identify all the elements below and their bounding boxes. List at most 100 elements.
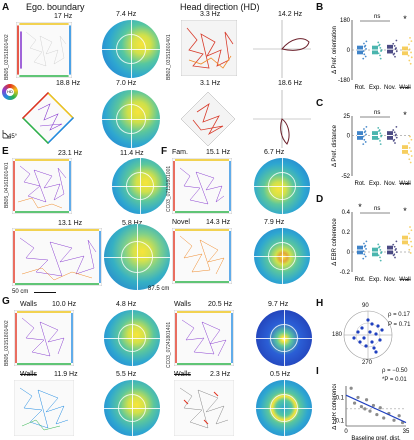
- y-tick-label: -0.2: [340, 270, 351, 276]
- data-point: [410, 51, 412, 54]
- g-right-row2-label: Walls: [174, 371, 191, 378]
- y-tick-label: 180: [340, 18, 351, 24]
- category-label: Exp.: [369, 85, 381, 91]
- y-tick-label: 0: [347, 133, 351, 139]
- panel-letter-h: H: [316, 298, 324, 309]
- h-stat-p: P = 0.71: [388, 322, 411, 328]
- a-row1-rate-hz: 7.4 Hz: [116, 11, 137, 18]
- panel-letter-f: F: [161, 146, 168, 157]
- i-stat-rho: ρ = −0.50: [382, 368, 408, 374]
- a-row1-trace-hz: 17 Hz: [54, 13, 73, 20]
- panel-letter-e: E: [2, 146, 9, 157]
- category-label: Wall: [399, 277, 410, 283]
- f-row1-rate-hz: 6.7 Hz: [264, 149, 285, 156]
- data-point: [395, 136, 398, 139]
- data-point: [410, 138, 413, 141]
- panel-letter-d: D: [316, 194, 324, 205]
- a-row1-trajectory-plot: [16, 22, 72, 78]
- data-point: [410, 155, 413, 157]
- data-point: [378, 246, 380, 249]
- panel-c-boxplot: Rot. Exp. Nov. Wall 25 0 -52 ns * Δ Pref. distanc…: [332, 110, 413, 187]
- data-point: [409, 135, 411, 138]
- g-left-row2-egocentric-ratemap: [104, 380, 160, 436]
- data-point: [394, 256, 396, 259]
- panel-letter-a: A: [2, 2, 10, 13]
- data-point: [410, 40, 413, 43]
- y-tick-label: 0.2: [342, 230, 351, 236]
- data-point: [362, 250, 365, 252]
- g-right-row2-egocentric-ratemap: [256, 380, 312, 436]
- g-left-row2-trace-hz: 11.9 Hz: [54, 371, 78, 378]
- data-point: [382, 416, 386, 420]
- box-wall: [402, 135, 413, 164]
- f-row1-egocentric-ratemap: [254, 158, 310, 214]
- data-point: [395, 240, 398, 243]
- a-row2-egocentric-ratemap: [102, 90, 160, 148]
- box-exp: [372, 127, 383, 146]
- box-nov: [387, 240, 398, 259]
- data-point: [379, 46, 382, 49]
- data-point: [352, 401, 357, 405]
- category-label: Exp.: [369, 277, 381, 283]
- g-right-row1-label: Walls: [174, 301, 191, 308]
- data-point: [407, 153, 410, 156]
- box-wall: [402, 226, 413, 254]
- data-point: [363, 138, 366, 141]
- f-row2-egocentric-ratemap: [254, 228, 310, 284]
- e-row1-trace-hz: 23.1 Hz: [58, 150, 83, 157]
- data-point: [410, 150, 412, 153]
- e-row2-egocentric-ratemap: [104, 224, 170, 290]
- data-point: [408, 59, 411, 62]
- data-point: [392, 129, 395, 131]
- data-point: [407, 54, 410, 57]
- data-point: [380, 135, 382, 138]
- data-point: [363, 245, 366, 248]
- data-point: [379, 54, 381, 57]
- category-label: Rot.: [354, 85, 365, 91]
- data-point: [392, 243, 395, 246]
- data-point: [363, 53, 366, 56]
- scale-bar-label: 50 cm: [12, 289, 29, 295]
- g-left-row2-trajectory-plot: [14, 380, 74, 436]
- data-point: [409, 36, 411, 39]
- data-point: [377, 52, 380, 55]
- data-point: [363, 253, 366, 256]
- x-tick-label: 35: [403, 429, 410, 435]
- f-row2-trace-hz: 14.3 Hz: [206, 219, 231, 226]
- category-label: Rot.: [354, 181, 365, 187]
- ns-label: ns: [374, 110, 380, 116]
- x-axis-label: Baseline pref. dist.: [351, 436, 401, 440]
- data-point: [409, 62, 412, 65]
- data-point: [392, 418, 396, 422]
- regression-line: [345, 394, 407, 424]
- e-row1-rate-hz: 11.4 Hz: [120, 150, 144, 157]
- g-right-row1-egocentric-ratemap: [256, 310, 312, 366]
- a-row2-hd-hz: 3.1 Hz: [200, 80, 221, 87]
- category-label: Rot.: [354, 277, 365, 283]
- y-tick-label: 25: [343, 114, 350, 120]
- data-point: [371, 403, 376, 408]
- a-row1-hd-polar-plot: [251, 18, 313, 80]
- data-point: [380, 50, 382, 52]
- e-row2-trajectory-plot: [12, 228, 102, 286]
- data-point: [408, 43, 410, 46]
- f-row1-label: Fam.: [172, 149, 188, 156]
- y-tick-label: 0: [347, 250, 351, 256]
- ns-label: ns: [374, 206, 380, 212]
- data-point: [392, 254, 395, 257]
- box-rot: [357, 240, 368, 260]
- g-right-row2-trace-hz: 2.3 Hz: [210, 371, 231, 378]
- g-right-row1-trace-hz: 20.5 Hz: [208, 301, 233, 308]
- ns-label: ns: [374, 14, 380, 20]
- data-point: [364, 141, 367, 143]
- f-row1-trajectory-plot: [172, 158, 232, 214]
- category-label: Nov.: [384, 181, 396, 187]
- g-left-row1-trace-hz: 10.0 Hz: [52, 301, 77, 308]
- category-label: Exp.: [369, 181, 381, 187]
- box-rot: [357, 125, 368, 146]
- data-point: [410, 229, 413, 232]
- category-label: Nov.: [384, 85, 396, 91]
- data-point: [378, 130, 380, 133]
- data-point: [392, 139, 395, 142]
